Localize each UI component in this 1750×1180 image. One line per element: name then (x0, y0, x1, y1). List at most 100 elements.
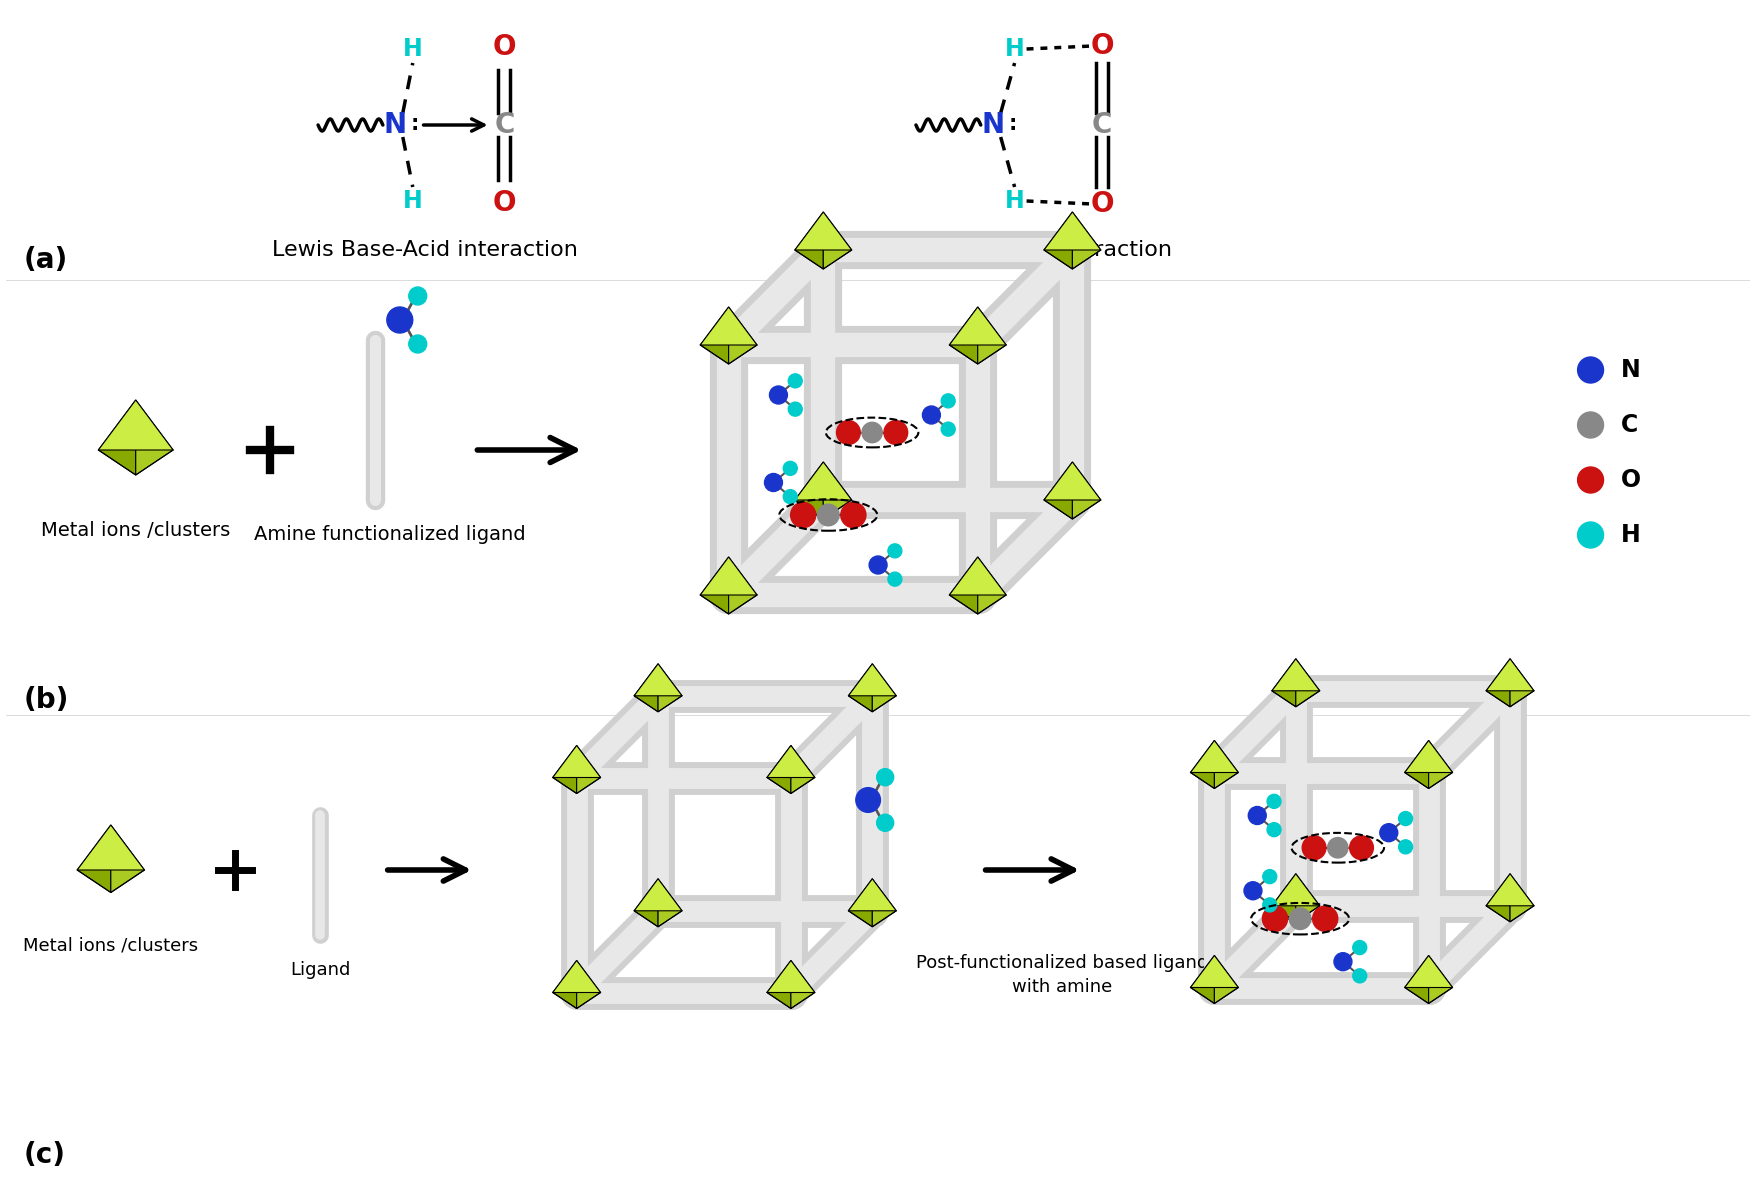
Circle shape (1577, 358, 1603, 384)
Text: O: O (1620, 468, 1640, 492)
Polygon shape (634, 879, 682, 911)
Polygon shape (766, 746, 791, 793)
Polygon shape (1190, 956, 1214, 1003)
Text: N: N (1620, 358, 1640, 382)
Polygon shape (949, 557, 1006, 595)
Text: N: N (982, 111, 1004, 139)
Circle shape (1577, 467, 1603, 493)
Circle shape (817, 504, 838, 526)
Text: Metal ions /clusters: Metal ions /clusters (40, 520, 231, 539)
Text: O: O (1090, 190, 1115, 218)
Text: Ligand: Ligand (290, 961, 350, 979)
Circle shape (784, 461, 798, 476)
Polygon shape (1295, 874, 1320, 922)
Circle shape (788, 374, 802, 388)
Polygon shape (1510, 658, 1535, 707)
Polygon shape (1510, 874, 1535, 922)
Text: O: O (1090, 32, 1115, 60)
Polygon shape (1045, 212, 1073, 269)
Polygon shape (553, 961, 578, 1009)
Circle shape (922, 406, 940, 424)
Polygon shape (634, 664, 682, 696)
Polygon shape (766, 746, 816, 778)
Circle shape (870, 556, 887, 573)
Circle shape (1398, 812, 1412, 826)
Polygon shape (1405, 741, 1428, 788)
Polygon shape (136, 400, 173, 476)
Text: Post-functionalized based ligand
with amine: Post-functionalized based ligand with am… (917, 955, 1209, 996)
Text: H: H (402, 189, 422, 214)
Polygon shape (553, 961, 600, 992)
Polygon shape (849, 879, 896, 911)
Polygon shape (949, 557, 978, 614)
Circle shape (770, 386, 788, 404)
Text: Lewis Base-Acid interaction: Lewis Base-Acid interaction (271, 240, 578, 260)
Polygon shape (98, 400, 136, 476)
Circle shape (840, 503, 866, 527)
Polygon shape (1045, 463, 1101, 500)
Circle shape (1334, 952, 1353, 971)
Polygon shape (77, 825, 145, 870)
Circle shape (877, 814, 894, 832)
Polygon shape (1073, 463, 1101, 519)
Polygon shape (1272, 874, 1295, 922)
Text: C: C (493, 111, 514, 139)
Polygon shape (1486, 874, 1535, 906)
Polygon shape (1045, 463, 1073, 519)
Circle shape (1328, 838, 1348, 858)
Text: H: H (1004, 37, 1024, 61)
Polygon shape (1190, 741, 1214, 788)
Polygon shape (1190, 741, 1239, 773)
Circle shape (856, 788, 880, 812)
Polygon shape (1073, 212, 1101, 269)
Polygon shape (728, 557, 758, 614)
Text: (a): (a) (24, 245, 68, 274)
Polygon shape (766, 961, 791, 1009)
Circle shape (942, 422, 956, 437)
Circle shape (887, 544, 901, 558)
Polygon shape (978, 557, 1006, 614)
Polygon shape (822, 212, 852, 269)
Circle shape (387, 307, 413, 333)
Polygon shape (822, 463, 852, 519)
Polygon shape (849, 879, 872, 926)
Polygon shape (110, 825, 145, 892)
Circle shape (1379, 824, 1398, 841)
Polygon shape (791, 746, 816, 793)
Circle shape (1353, 969, 1367, 983)
Polygon shape (794, 463, 852, 500)
Polygon shape (1405, 741, 1452, 773)
Circle shape (1398, 840, 1412, 854)
Circle shape (1262, 906, 1288, 931)
Polygon shape (658, 664, 682, 712)
Polygon shape (1486, 874, 1510, 922)
Text: H: H (1004, 189, 1024, 214)
Circle shape (863, 422, 882, 442)
Polygon shape (553, 746, 578, 793)
Circle shape (942, 394, 956, 408)
Text: :: : (1008, 114, 1017, 135)
Polygon shape (978, 307, 1006, 363)
Text: C: C (1620, 413, 1638, 437)
Text: (c): (c) (24, 1141, 66, 1169)
Circle shape (1349, 835, 1374, 860)
Circle shape (410, 335, 427, 353)
Polygon shape (766, 961, 816, 992)
Circle shape (884, 420, 908, 445)
Circle shape (410, 287, 427, 304)
Circle shape (791, 503, 816, 527)
Polygon shape (794, 212, 822, 269)
Polygon shape (1272, 658, 1295, 707)
Polygon shape (1214, 956, 1239, 1003)
Circle shape (877, 768, 894, 786)
Polygon shape (872, 664, 896, 712)
Polygon shape (849, 664, 896, 696)
Polygon shape (872, 879, 896, 926)
Polygon shape (1190, 956, 1239, 988)
Circle shape (1290, 907, 1311, 930)
Polygon shape (700, 307, 728, 363)
Polygon shape (1486, 658, 1510, 707)
Polygon shape (634, 664, 658, 712)
Polygon shape (728, 307, 758, 363)
Polygon shape (794, 212, 852, 250)
